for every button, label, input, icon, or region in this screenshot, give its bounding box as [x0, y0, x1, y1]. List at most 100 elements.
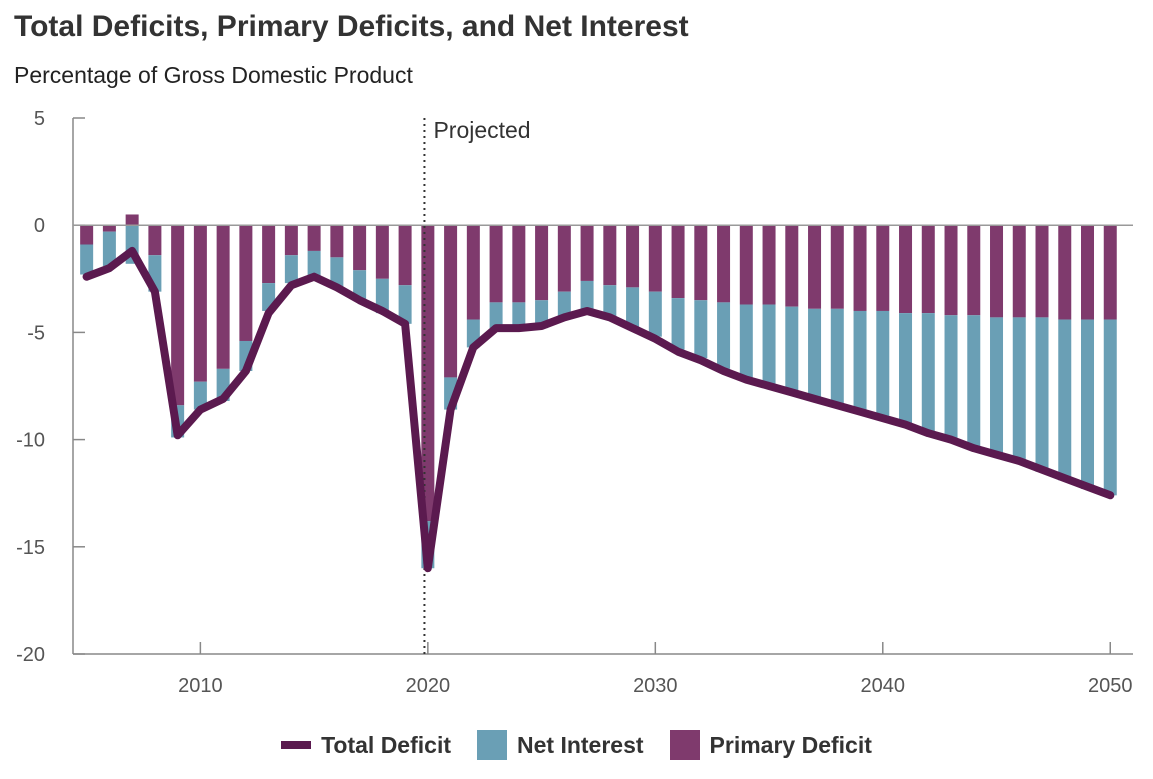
- bar-primary-deficit: [216, 225, 230, 369]
- bar-primary-deficit: [671, 225, 685, 299]
- bar-primary-deficit: [193, 225, 207, 382]
- bar-primary-deficit: [808, 225, 822, 309]
- bar-net-interest: [489, 302, 503, 329]
- legend-swatch-net-interest: [477, 730, 507, 760]
- bar-primary-deficit: [762, 225, 776, 305]
- bar-primary-deficit: [899, 225, 913, 314]
- y-tick-label: -5: [27, 322, 45, 344]
- bar-net-interest: [1035, 317, 1049, 472]
- bar-primary-deficit: [830, 225, 844, 309]
- bar-net-interest: [284, 255, 298, 284]
- bar-primary-deficit: [102, 225, 116, 232]
- bar-primary-deficit: [626, 225, 640, 288]
- chart-legend: Total Deficit Net Interest Primary Defic…: [0, 730, 1153, 760]
- bar-net-interest: [853, 310, 867, 412]
- bar-primary-deficit: [990, 225, 1004, 318]
- bar-primary-deficit: [125, 214, 139, 226]
- bar-net-interest: [1081, 319, 1095, 489]
- bar-net-interest: [330, 257, 344, 288]
- bar-primary-deficit: [512, 225, 526, 303]
- legend-swatch-primary-deficit: [669, 730, 700, 760]
- x-tick-label: 2020: [406, 675, 451, 697]
- legend-item-net-interest: Net Interest: [477, 730, 644, 760]
- x-tick-label: 2010: [178, 675, 223, 697]
- bar-primary-deficit: [580, 225, 594, 281]
- bar-primary-deficit: [80, 225, 94, 245]
- bar-primary-deficit: [1012, 225, 1026, 318]
- bar-net-interest: [990, 317, 1004, 455]
- bar-net-interest: [80, 244, 94, 275]
- bar-primary-deficit: [444, 225, 458, 378]
- bar-net-interest: [830, 308, 844, 406]
- bar-primary-deficit: [262, 225, 276, 284]
- bar-net-interest: [967, 315, 981, 449]
- bar-net-interest: [785, 306, 799, 391]
- projected-label: Projected: [433, 117, 530, 143]
- bar-net-interest: [398, 285, 412, 324]
- bar-net-interest: [808, 308, 822, 399]
- bar-net-interest: [739, 304, 753, 378]
- bar-net-interest: [944, 315, 958, 440]
- bar-net-interest: [353, 270, 367, 301]
- bar-net-interest: [603, 285, 617, 320]
- bar-net-interest: [694, 300, 708, 359]
- legend-swatch-total-deficit: [281, 741, 312, 749]
- bar-primary-deficit: [489, 225, 503, 303]
- y-tick-label: -20: [16, 644, 45, 666]
- bar-primary-deficit: [307, 225, 321, 251]
- bar-primary-deficit: [694, 225, 708, 301]
- bar-primary-deficit: [398, 225, 412, 286]
- bar-net-interest: [580, 280, 594, 311]
- bar-primary-deficit: [967, 225, 981, 316]
- bar-net-interest: [626, 287, 640, 329]
- bar-net-interest: [512, 302, 526, 329]
- bar-primary-deficit: [239, 225, 253, 341]
- bar-primary-deficit: [535, 225, 549, 301]
- bar-primary-deficit: [921, 225, 935, 314]
- bar-primary-deficit: [739, 225, 753, 305]
- bar-net-interest: [1058, 319, 1072, 481]
- bar-primary-deficit: [648, 225, 662, 292]
- bar-primary-deficit: [466, 225, 480, 320]
- bar-primary-deficit: [876, 225, 890, 311]
- bar-net-interest: [307, 250, 321, 279]
- bar-primary-deficit: [353, 225, 367, 271]
- legend-label-primary-deficit: Primary Deficit: [709, 731, 872, 758]
- bar-primary-deficit: [1058, 225, 1072, 320]
- bar-net-interest: [717, 302, 731, 369]
- x-tick-label: 2050: [1088, 675, 1133, 697]
- bar-net-interest: [921, 313, 935, 434]
- deficits-chart: 5 0 -5 -10 -15 -20 2010 2020 2030 2040 2050 Project…: [16, 108, 1133, 697]
- bar-primary-deficit: [1081, 225, 1095, 320]
- bar-primary-deficit: [603, 225, 617, 286]
- bar-primary-deficit: [171, 225, 185, 406]
- total-deficit-line: [82, 246, 1115, 573]
- x-tick-label: 2040: [861, 675, 906, 697]
- bar-primary-deficit: [853, 225, 867, 311]
- legend-label-net-interest: Net Interest: [517, 731, 644, 758]
- bar-net-interest: [762, 304, 776, 384]
- bar-net-interest: [1103, 319, 1117, 496]
- bar-primary-deficit: [1035, 225, 1049, 318]
- bar-net-interest: [193, 381, 207, 410]
- y-tick-label: -15: [16, 537, 45, 559]
- bar-net-interest: [648, 291, 662, 337]
- bar-primary-deficit: [284, 225, 298, 256]
- legend-label-total-deficit: Total Deficit: [321, 731, 451, 758]
- legend-item-primary-deficit: Primary Deficit: [669, 730, 872, 760]
- chart-title: Total Deficits, Primary Deficits, and Ne…: [14, 10, 689, 43]
- legend-item-total-deficit: Total Deficit: [281, 732, 451, 759]
- y-tick-label: -10: [16, 430, 45, 452]
- bar-primary-deficit: [148, 225, 162, 256]
- bar-primary-deficit: [944, 225, 958, 316]
- chart-subtitle: Percentage of Gross Domestic Product: [14, 62, 413, 88]
- bar-net-interest: [876, 310, 890, 419]
- y-tick-label: 5: [34, 108, 45, 130]
- bar-net-interest: [375, 278, 389, 314]
- bar-net-interest: [899, 313, 913, 425]
- bar-net-interest: [102, 231, 116, 266]
- bar-primary-deficit: [330, 225, 344, 258]
- bar-primary-deficit: [717, 225, 731, 303]
- bar-net-interest: [1012, 317, 1026, 462]
- bar-primary-deficit: [1103, 225, 1117, 320]
